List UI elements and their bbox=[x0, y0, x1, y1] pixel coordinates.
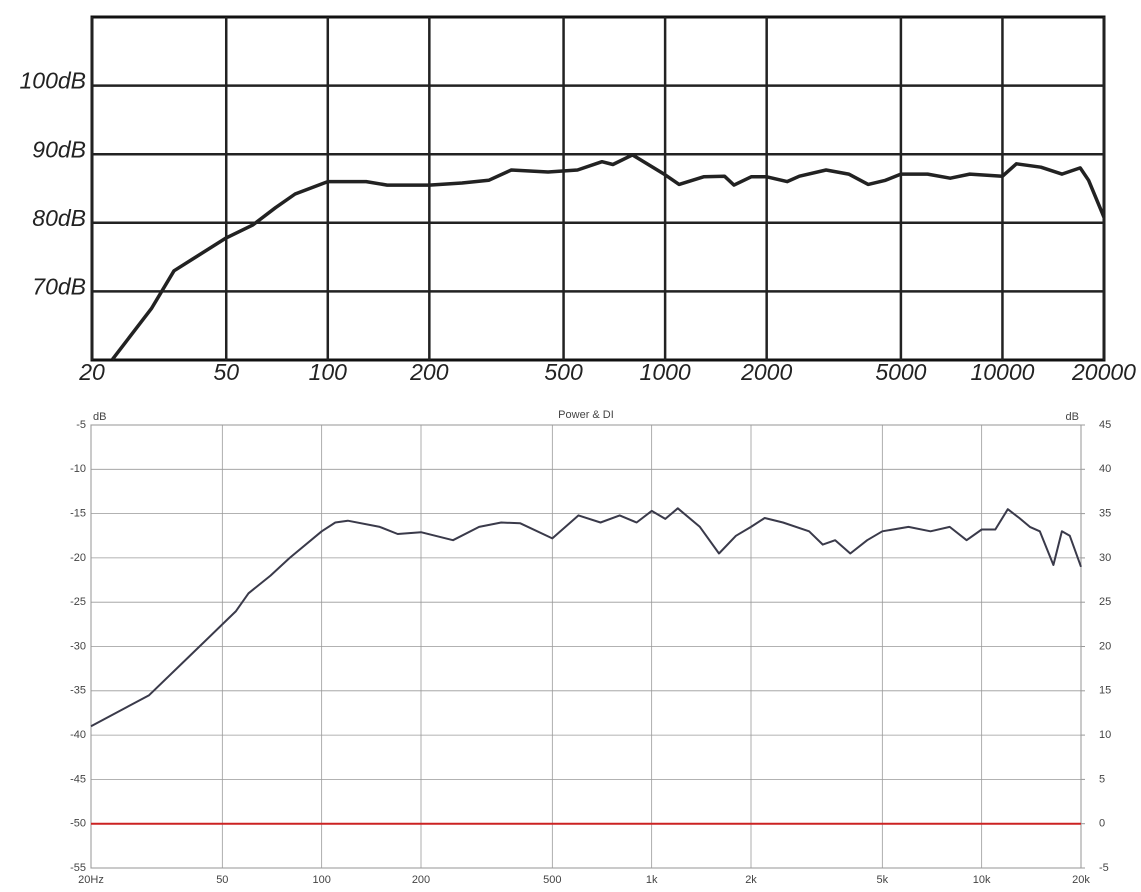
y-tick-label: 90dB bbox=[32, 136, 86, 162]
x-tick-label: 20k bbox=[1072, 874, 1090, 886]
x-tick-label: 10000 bbox=[970, 359, 1034, 385]
y-tick-label: -50 bbox=[70, 818, 86, 830]
x-tick-label: 1k bbox=[646, 874, 658, 886]
y2-tick-label: 5 bbox=[1099, 773, 1105, 785]
x-tick-label: 1000 bbox=[640, 359, 691, 385]
y-tick-label: -15 bbox=[70, 508, 86, 520]
chart: 20Hz 50 100 200 500 1k 2k 5k 10k 20k-55-50-45-40-… bbox=[70, 409, 1111, 886]
y2-tick-label: 35 bbox=[1099, 508, 1111, 520]
y-tick-label: -35 bbox=[70, 685, 86, 697]
x-tick-label: 100 bbox=[312, 874, 330, 886]
plot-frame bbox=[90, 15, 1106, 362]
data-line bbox=[111, 153, 1106, 361]
x-tick-label: 500 bbox=[543, 874, 561, 886]
x-tick-label: 20 bbox=[78, 359, 105, 385]
y2-tick-label: 20 bbox=[1099, 640, 1111, 652]
y-tick-label: -10 bbox=[70, 463, 86, 475]
y-tick-label: 70dB bbox=[32, 273, 86, 299]
x-tick-label: 20000 bbox=[1071, 359, 1136, 385]
y-tick-label: 100dB bbox=[19, 68, 86, 94]
y-tick-label: -25 bbox=[70, 596, 86, 608]
x-tick-label: 5k bbox=[877, 874, 889, 886]
x-tick-label: 500 bbox=[544, 359, 583, 385]
x-tick-label: 5000 bbox=[875, 359, 926, 385]
y2-tick-label: 25 bbox=[1099, 596, 1111, 608]
y-tick-label: -30 bbox=[70, 640, 86, 652]
x-tick-label: 2k bbox=[745, 874, 757, 886]
y2-tick-label: -5 bbox=[1099, 862, 1109, 874]
y2-tick-label: 10 bbox=[1099, 729, 1111, 741]
y2-tick-label: 0 bbox=[1099, 818, 1105, 830]
y-tick-label: -20 bbox=[70, 552, 86, 564]
y-tick-label: 80dB bbox=[32, 205, 86, 231]
data-line bbox=[90, 507, 1082, 728]
x-tick-label: 200 bbox=[409, 359, 449, 385]
y2-tick-label: 40 bbox=[1099, 463, 1111, 475]
y-tick-label: -45 bbox=[70, 773, 86, 785]
y2-tick-label: 45 bbox=[1099, 419, 1111, 431]
x-tick-label: 10k bbox=[973, 874, 991, 886]
y-axis-label: dB bbox=[93, 411, 106, 423]
y-tick-label: -55 bbox=[70, 862, 86, 874]
x-tick-label: 100 bbox=[309, 359, 348, 385]
y2-tick-label: 15 bbox=[1099, 685, 1111, 697]
x-tick-label: 50 bbox=[213, 359, 239, 385]
y-tick-label: -5 bbox=[76, 419, 86, 431]
x-tick-label: 20Hz bbox=[78, 874, 104, 886]
x-tick-label: 2000 bbox=[740, 359, 792, 385]
y2-tick-label: 30 bbox=[1099, 552, 1111, 564]
chart: 20 50 100 200 500 1000 2000 5000 10000 20000 70dB 8… bbox=[19, 15, 1136, 385]
y-tick-label: -40 bbox=[70, 729, 86, 741]
x-tick-label: 50 bbox=[216, 874, 228, 886]
x-tick-label: 200 bbox=[412, 874, 430, 886]
y2-axis-label: dB bbox=[1066, 411, 1079, 423]
chart-title: Power & DI bbox=[558, 409, 614, 421]
